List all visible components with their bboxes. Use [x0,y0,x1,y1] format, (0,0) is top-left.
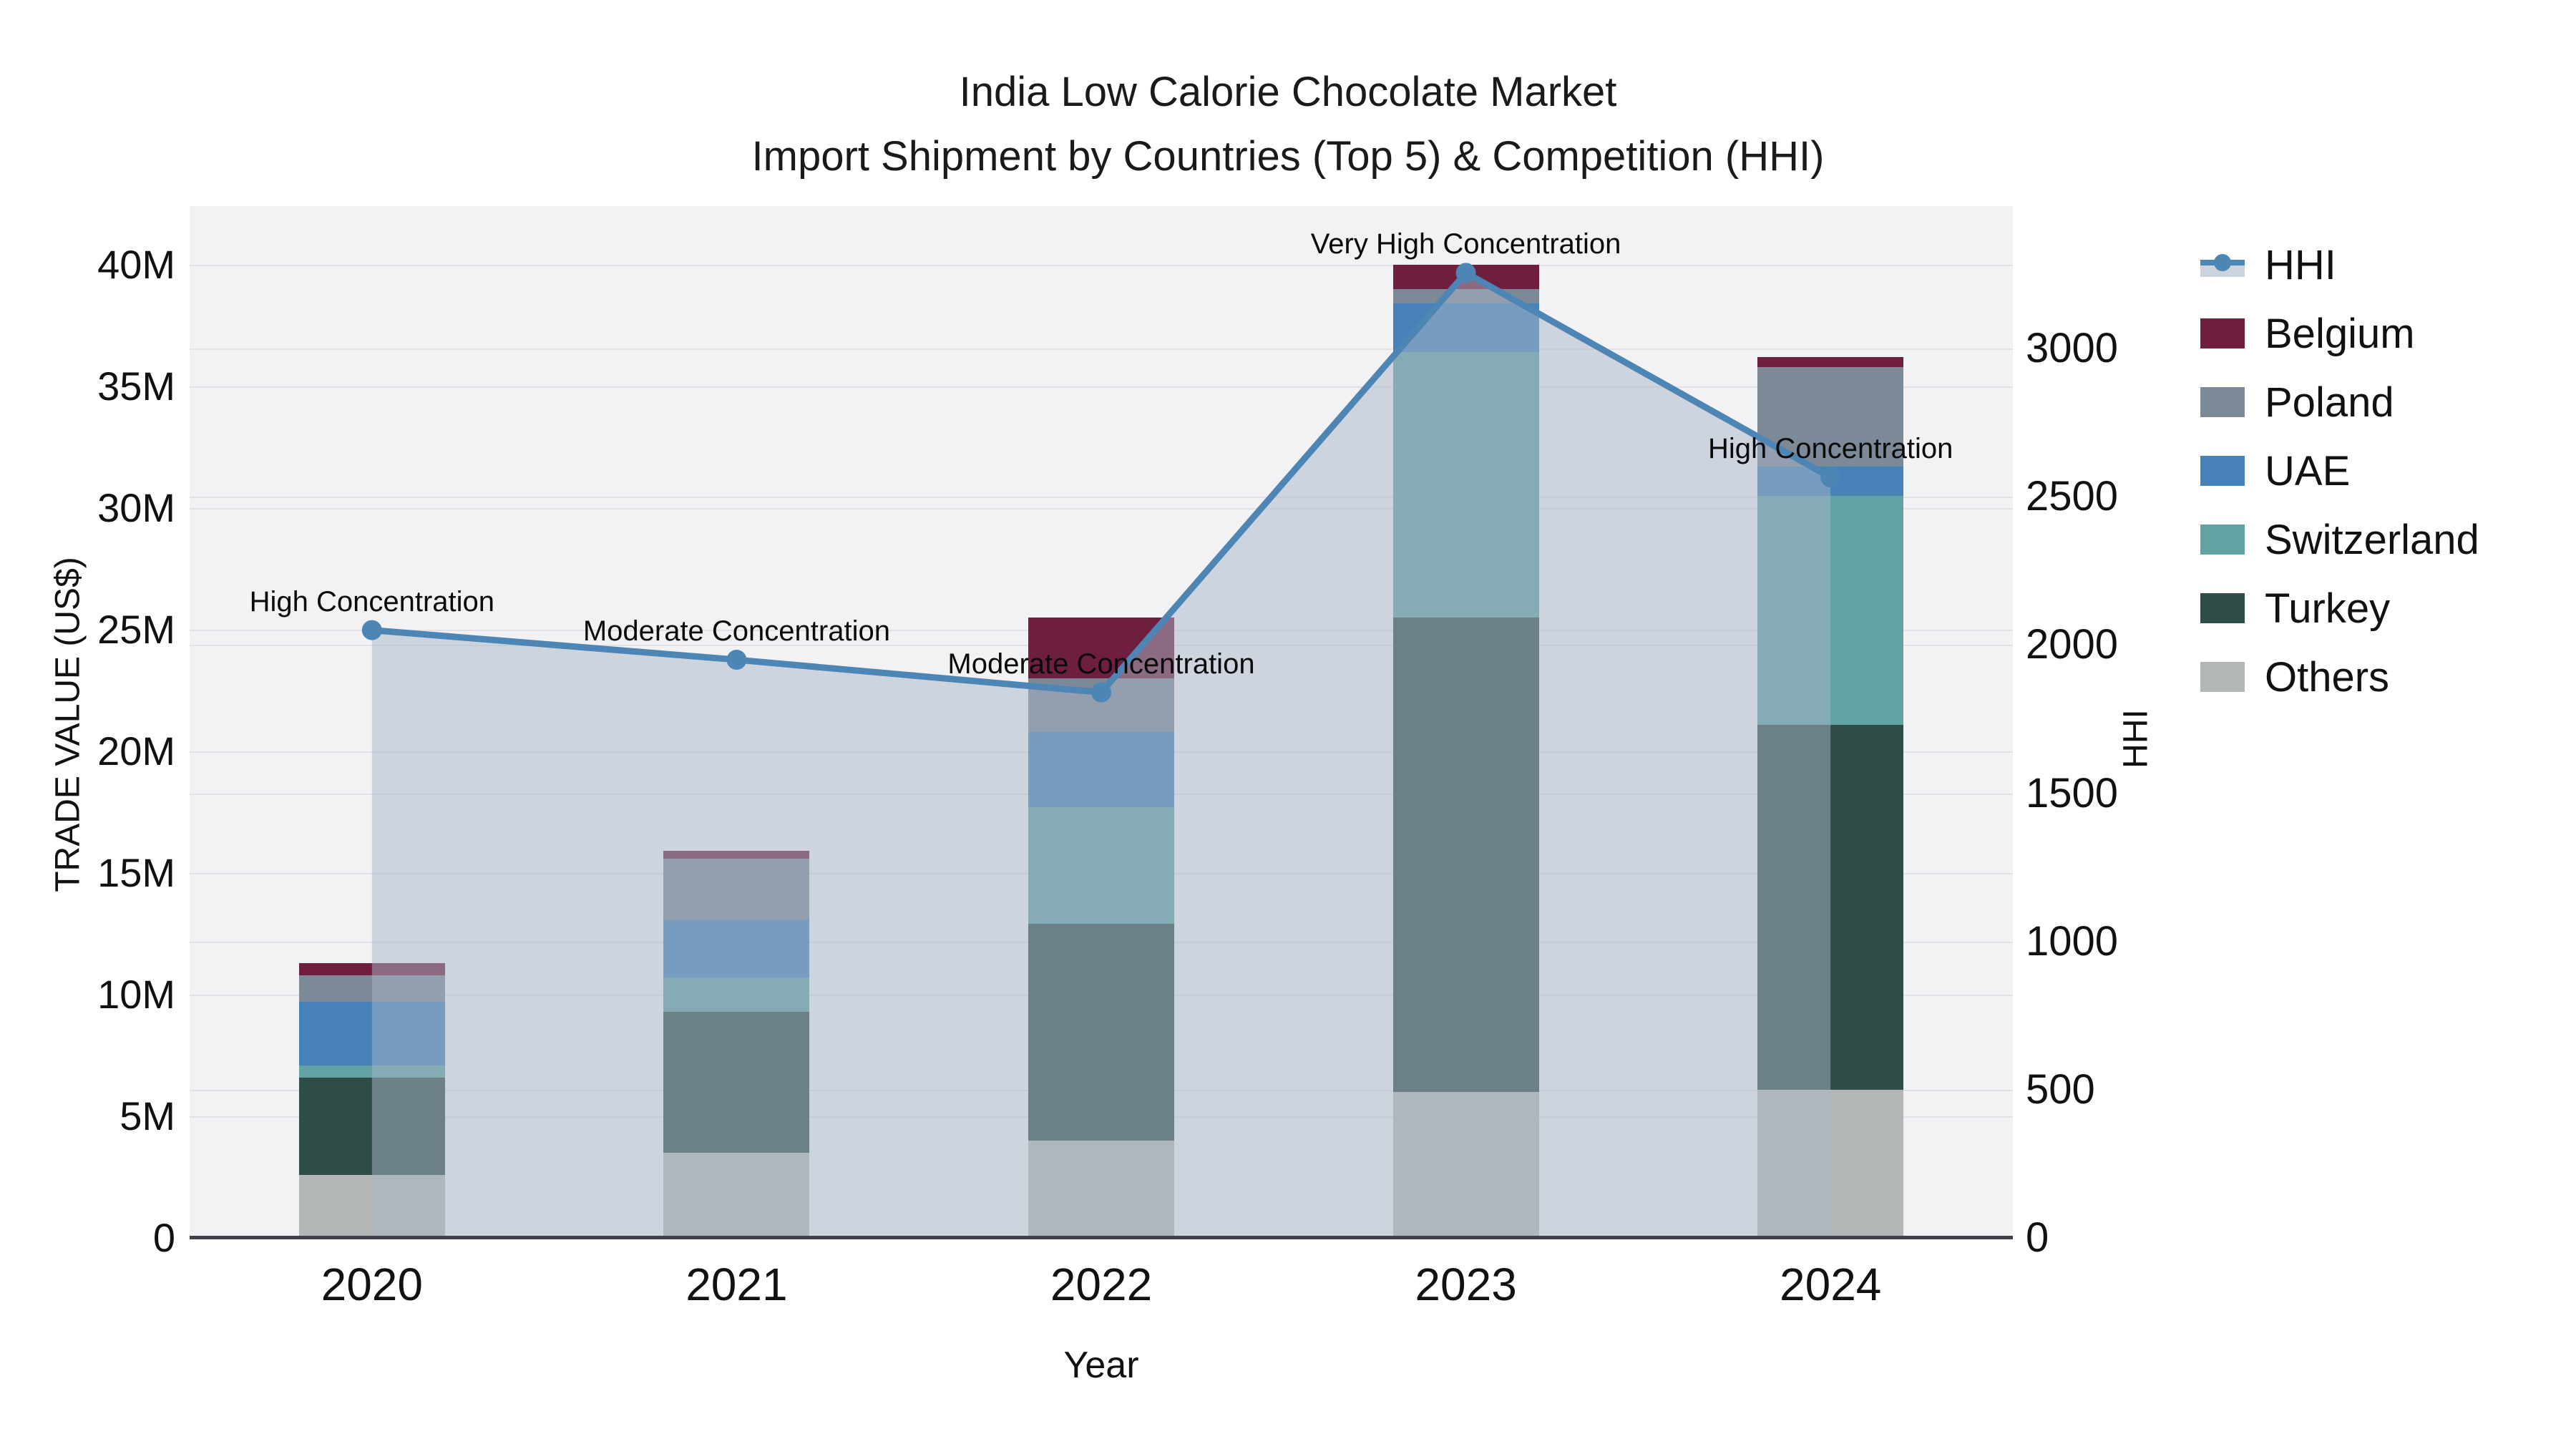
legend-swatch-turkey [2200,593,2245,623]
plot-area: High Concentration Moderate Concentration… [190,206,2013,1239]
y-axis-right-label: HHI [2117,709,2155,769]
legend-swatch-uae [2200,456,2245,486]
annotation-2020: High Concentration [249,585,495,618]
hhi-band [371,273,1831,1238]
x-axis-spine [190,1236,2013,1239]
legend-swatch-others [2200,662,2245,692]
x-tick-label-2023: 2023 [1415,1259,1517,1310]
annotation-2022: Moderate Concentration [947,648,1255,680]
legend-item-switzerland: Switzerland [2200,505,2479,574]
legend-label: Others [2265,653,2390,701]
y-left-tick-label: 25M [97,607,175,652]
hhi-marker-2022 [1091,682,1111,703]
y-right-tick-label: 0 [2026,1214,2049,1261]
legend-item-poland: Poland [2200,368,2479,436]
legend-item-uae: UAE [2200,436,2479,505]
x-axis-label: Year [1063,1345,1139,1386]
hhi-line-layer [361,263,1841,1238]
y-left-tick-label: 10M [97,972,175,1017]
legend-swatch-switzerland [2200,525,2245,555]
hhi-marker-2024 [1820,467,1841,488]
y-left-tick-label: 5M [119,1093,175,1138]
bar-segment-belgium-2024 [1757,357,1904,367]
legend-label: HHI [2265,241,2336,288]
x-tick-label-2021: 2021 [686,1259,788,1310]
legend-label: UAE [2265,447,2351,494]
y-left-tick-label: 20M [97,728,175,774]
y-right-tick-label: 1500 [2026,769,2119,816]
legend-item-turkey: Turkey [2200,574,2479,643]
y-right-tick-label: 2000 [2026,621,2119,668]
y-left-tick-label: 35M [97,364,175,409]
annotation-2021: Moderate Concentration [582,615,890,648]
y-left-tick-label: 30M [97,485,175,530]
annotation-2023: Very High Concentration [1310,228,1621,260]
legend-swatch-poland [2200,387,2245,417]
legend-item-belgium: Belgium [2200,299,2479,368]
legend-item-others: Others [2200,643,2479,711]
x-tick-label-2020: 2020 [321,1259,423,1310]
y-left-tick-label: 15M [97,850,175,895]
y-axis-left-label: TRADE VALUE (US$) [49,557,87,892]
y-right-tick-label: 2500 [2026,473,2119,520]
chart-title-line2: Import Shipment by Countries (Top 5) & C… [751,133,1825,180]
x-tick-label-2022: 2022 [1050,1259,1153,1310]
y-right-tick-label: 1000 [2026,917,2119,965]
legend-item-hhi: HHI [2200,230,2479,299]
gridline-left-axis [190,508,2013,509]
y-left-tick-label: 0 [152,1215,175,1260]
annotation-2024: High Concentration [1707,433,1953,465]
legend-label: Belgium [2265,310,2415,357]
hhi-marker-2021 [726,650,747,670]
hhi-marker-2020 [361,620,382,640]
y-right-tick-label: 3000 [2026,325,2119,371]
y-right-tick-label: 500 [2026,1065,2095,1113]
y-left-tick-label: 40M [97,242,175,287]
legend-label: Turkey [2265,585,2391,632]
chart-title-line1: India Low Calorie Chocolate Market [959,69,1617,115]
legend: HHI Belgium Poland UAE Switzerland Turkey Othe… [2200,230,2479,711]
gridline-left-axis [190,386,2013,388]
gridline-right-axis [190,348,2013,350]
legend-label: Switzerland [2265,516,2479,563]
legend-hhi-line-icon [2200,250,2245,280]
legend-label: Poland [2265,379,2394,426]
gridline-right-axis [190,497,2013,499]
legend-swatch-belgium [2200,318,2245,348]
gridline-left-axis [190,265,2013,266]
x-tick-label-2024: 2024 [1780,1259,1882,1310]
hhi-marker-2023 [1455,263,1476,283]
